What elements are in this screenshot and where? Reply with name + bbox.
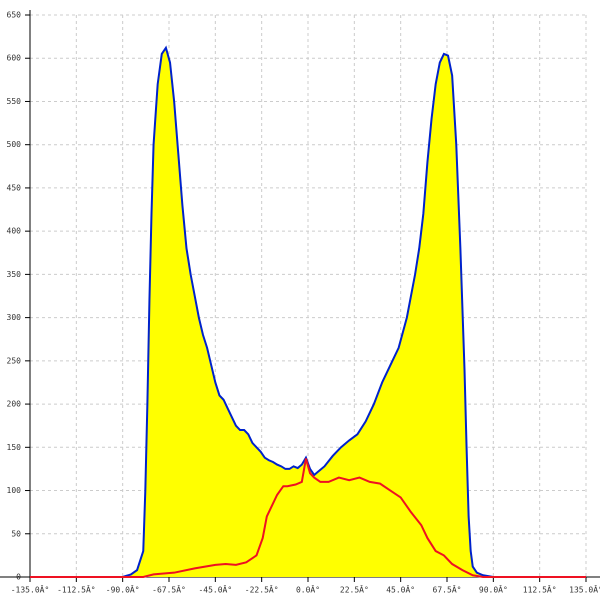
line	[122, 45, 494, 578]
x-tick-label: -67.5Â°	[152, 584, 186, 595]
y-tick-label: 200	[7, 400, 22, 409]
y-tick-label: 600	[7, 54, 22, 63]
y-tick-label: 500	[7, 140, 22, 149]
x-tick-label: 67.5Â°	[433, 584, 462, 595]
y-tick-label: 450	[7, 183, 22, 192]
line	[30, 458, 586, 578]
area	[122, 47, 494, 577]
y-tick-label: 300	[7, 313, 22, 322]
y-tick-label: 400	[7, 227, 22, 236]
x-tick-label: 0.0Â°	[296, 584, 320, 595]
x-tick-label: -112.5Â°	[57, 584, 96, 595]
y-tick-label: 100	[7, 486, 22, 495]
x-tick-label: -90.0Â°	[106, 584, 140, 595]
y-tick-label: 650	[7, 11, 22, 20]
x-tick-label: 45.0Â°	[386, 584, 415, 595]
x-tick-label: 112.5Â°	[523, 584, 557, 595]
y-tick-label: 350	[7, 270, 22, 279]
y-tick-label: 50	[11, 529, 21, 538]
x-tick-label: 135.0Â°	[569, 584, 600, 595]
x-tick-label: -45.0Â°	[198, 584, 232, 595]
x-tick-label: 90.0Â°	[479, 584, 508, 595]
x-tick-label: 22.5Â°	[340, 584, 369, 595]
x-tick-label: -22.5Â°	[245, 584, 279, 595]
y-tick-label: 550	[7, 97, 22, 106]
y-tick-label: 150	[7, 443, 22, 452]
x-tick-label: -135.0Â°	[11, 584, 50, 595]
y-tick-label: 250	[7, 356, 22, 365]
